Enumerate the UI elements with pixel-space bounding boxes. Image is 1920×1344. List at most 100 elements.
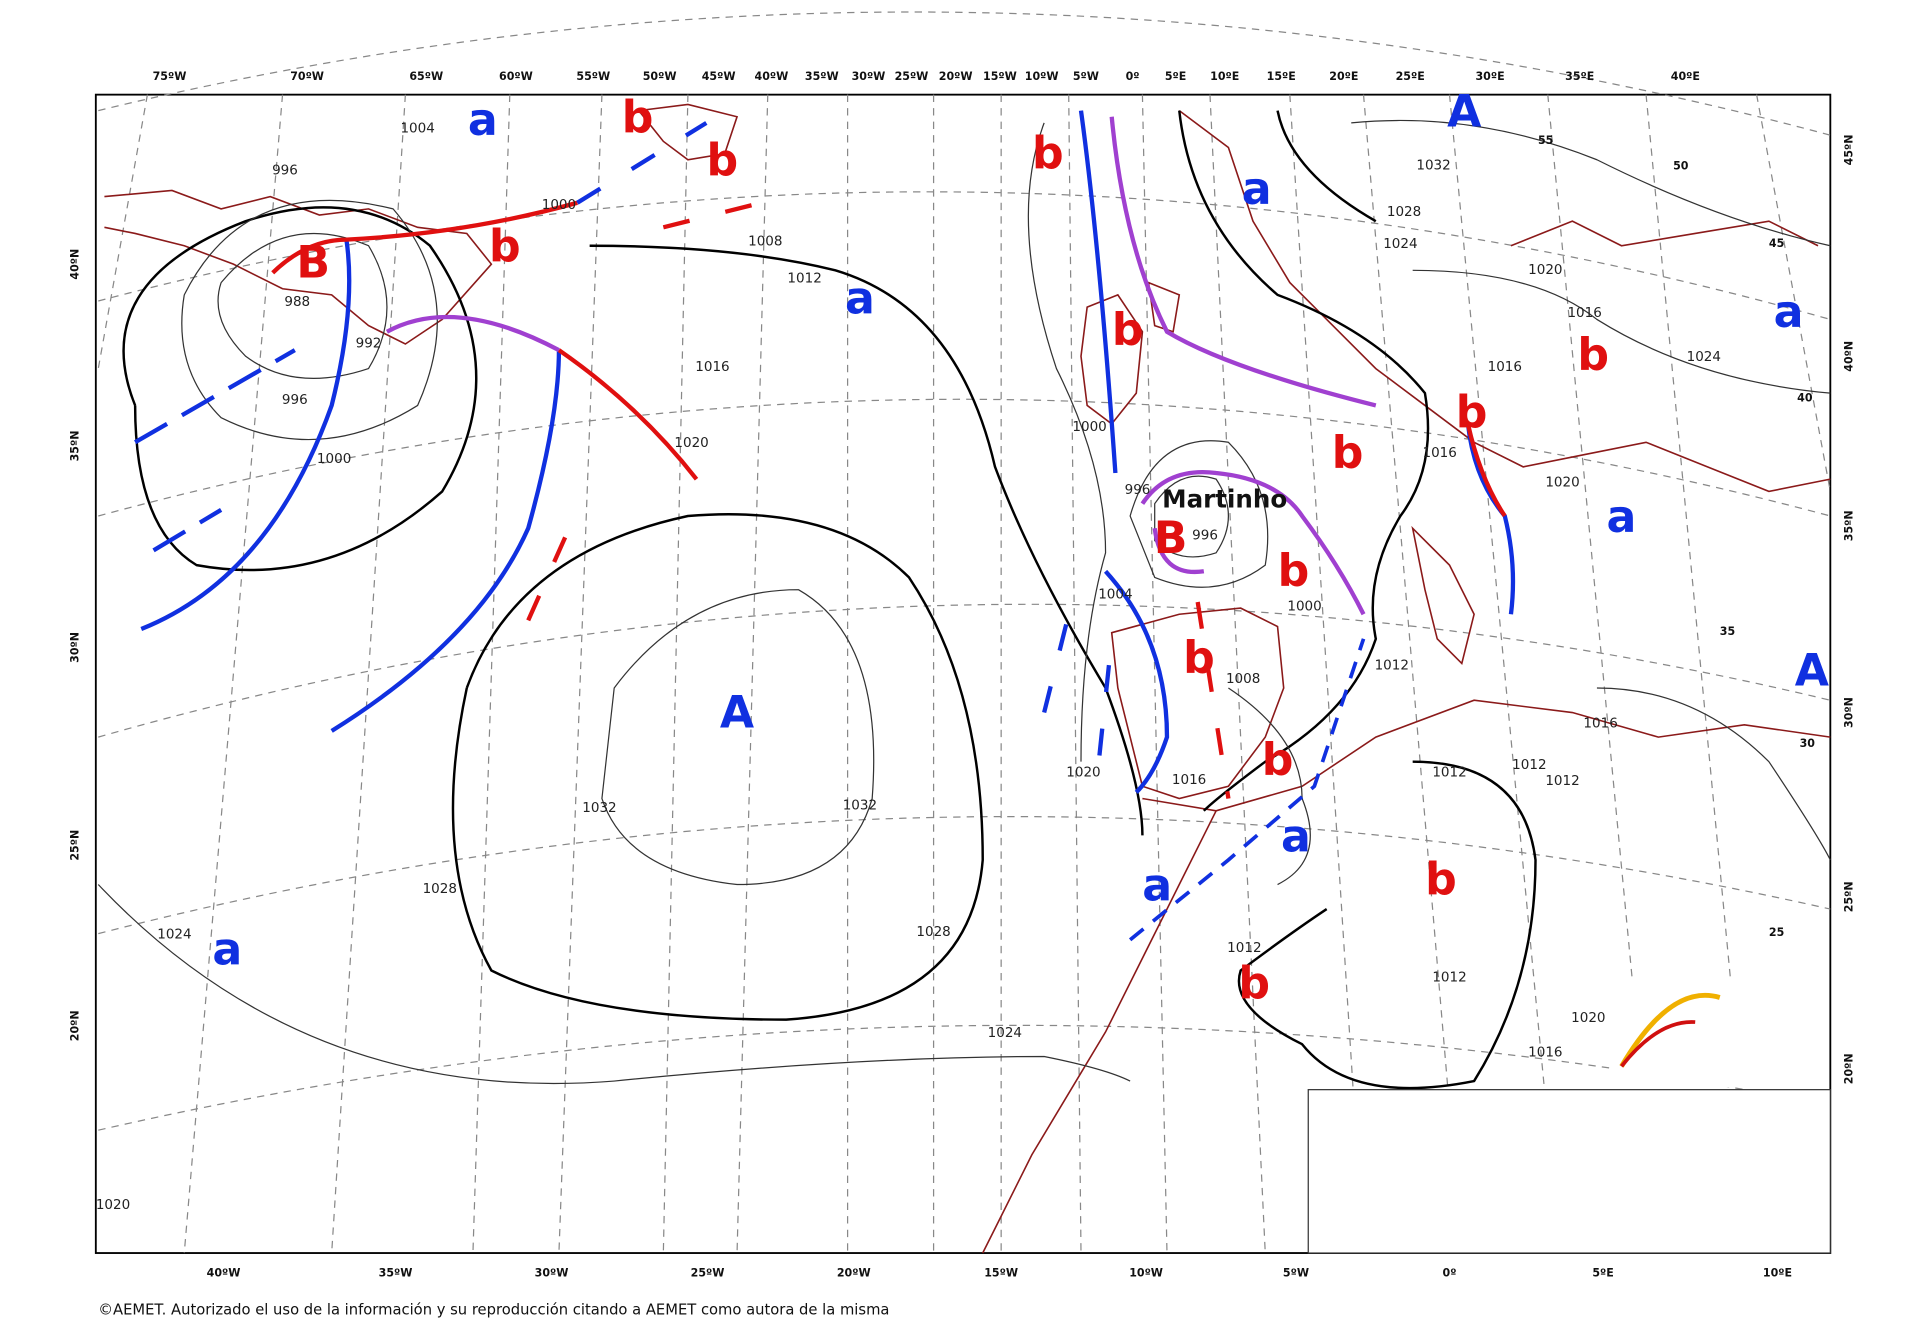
isobar-label: 1020 (96, 1197, 130, 1213)
lon-label: 70ºW (290, 70, 324, 83)
isobar-label: 1020 (1545, 475, 1579, 491)
isobar-label: 1024 (1687, 349, 1721, 365)
isobar-label: 1016 (1172, 772, 1206, 788)
storm-name: Martinho (1162, 484, 1287, 513)
lon-label: 55ºW (576, 70, 610, 83)
isobar-label: 988 (284, 294, 310, 310)
isobar-label: 1016 (1583, 715, 1617, 731)
pressure-center: a (1774, 287, 1804, 338)
lat-label: 20ºN (69, 1010, 82, 1041)
lat-label: 40ºN (69, 249, 82, 280)
isobar-label: 1012 (1432, 764, 1466, 780)
lon-label: 35ºW (805, 70, 839, 83)
lon-label: 10ºE (1210, 70, 1239, 83)
isobar-label: 1000 (1287, 599, 1321, 615)
pressure-center: a (845, 273, 875, 324)
lon-label: 65ºW (409, 70, 443, 83)
lon-label: 5ºW (1283, 1266, 1309, 1279)
isobar-label: 1000 (542, 197, 576, 213)
pressure-center: b (1332, 428, 1364, 479)
isobar-label: 1012 (1432, 970, 1466, 986)
pressure-center: b (622, 93, 654, 144)
pressure-center: a (1607, 492, 1637, 543)
lat-label: 35 (1720, 625, 1735, 638)
isobar-label: 996 (272, 162, 298, 178)
pressure-center: b (706, 136, 738, 187)
lon-label: 60ºW (499, 70, 533, 83)
isobar-label: 996 (1192, 527, 1218, 543)
lat-label: 50 (1673, 160, 1689, 173)
isobar-label: 1016 (1567, 305, 1601, 321)
pressure-center: b (1183, 633, 1215, 684)
lon-label: 10ºW (1025, 70, 1059, 83)
lon-label: 5ºW (1073, 70, 1099, 83)
pressure-center: b (1456, 388, 1488, 439)
isobar-label: 1020 (1571, 1010, 1605, 1026)
isobar-label: 1016 (695, 359, 729, 375)
lon-label: 10ºW (1129, 1266, 1163, 1279)
lon-label: 75ºW (153, 70, 187, 83)
pressure-center: A (1447, 87, 1481, 138)
isobar-label: 1012 (787, 271, 821, 287)
isobar-label: 1020 (1066, 764, 1100, 780)
lat-label: 20ºN (1842, 1053, 1855, 1084)
lat-label: 40 (1797, 392, 1813, 405)
lat-label: 35ºN (69, 431, 82, 462)
lon-label: 45ºW (702, 70, 736, 83)
pressure-center: b (1425, 854, 1457, 905)
lon-label: 25ºW (691, 1266, 725, 1279)
pressure-center: b (1262, 735, 1294, 786)
lon-label: 50ºW (643, 70, 677, 83)
isobar-label: 1016 (1528, 1044, 1562, 1060)
coastlines (104, 103, 1831, 1254)
lon-label: 40ºE (1671, 70, 1700, 83)
fronts (134, 110, 1516, 942)
isobar-label: 1032 (1416, 158, 1450, 174)
lon-label: 25ºE (1396, 70, 1425, 83)
isobar-label: 1032 (582, 800, 616, 816)
pressure-center: b (1278, 546, 1310, 597)
isobar-label: 1028 (1387, 204, 1421, 220)
lon-label: 40ºW (207, 1266, 241, 1279)
isobar-label: 1012 (1512, 757, 1546, 773)
pressure-center: b (1032, 128, 1064, 179)
isobar-label: 1000 (317, 451, 351, 467)
isobar-label: 1020 (1528, 262, 1562, 278)
pressure-center: a (212, 924, 242, 975)
isobar-label: 1020 (674, 435, 708, 451)
isobar-label: 1024 (1383, 236, 1417, 252)
lat-label: 55 (1538, 134, 1553, 147)
lat-label: 40ºN (1842, 341, 1855, 372)
pressure-center: b (1238, 959, 1270, 1010)
lon-label: 15ºW (983, 70, 1017, 83)
isobar-label: 996 (1125, 482, 1151, 498)
pressure-center: a (1142, 860, 1172, 911)
pressure-center: B (1154, 513, 1188, 564)
isobar-label: 992 (356, 336, 382, 352)
lon-label: 0º (1443, 1266, 1457, 1279)
lon-label: 35ºE (1565, 70, 1594, 83)
lat-label: 30ºN (1842, 697, 1855, 728)
pressure-center: a (1281, 811, 1311, 862)
lat-label: 25 (1769, 926, 1784, 939)
pressure-center: A (720, 687, 754, 738)
pressure-center: A (1795, 646, 1829, 697)
pressure-center: a (1242, 164, 1272, 215)
lon-label: 15ºE (1267, 70, 1296, 83)
lon-label: 15ºW (984, 1266, 1018, 1279)
lon-label: 0º (1126, 70, 1140, 83)
lon-label: 25ºW (895, 70, 929, 83)
isobar-label: 1024 (157, 927, 191, 943)
lat-label: 30ºN (69, 632, 82, 663)
lon-label: 30ºW (852, 70, 886, 83)
isobar-label: 996 (282, 392, 308, 408)
pressure-center: b (489, 222, 521, 273)
info-box (1307, 1089, 1831, 1254)
lon-label: 20ºE (1329, 70, 1358, 83)
isobar-label: 1008 (1226, 671, 1260, 687)
lon-label: 5ºE (1165, 70, 1186, 83)
pressure-center: b (1577, 330, 1609, 381)
copyright: ©AEMET. Autorizado el uso de la informac… (98, 1301, 889, 1318)
lat-label: 25ºN (1842, 881, 1855, 912)
isobar-label: 1012 (1227, 940, 1261, 956)
